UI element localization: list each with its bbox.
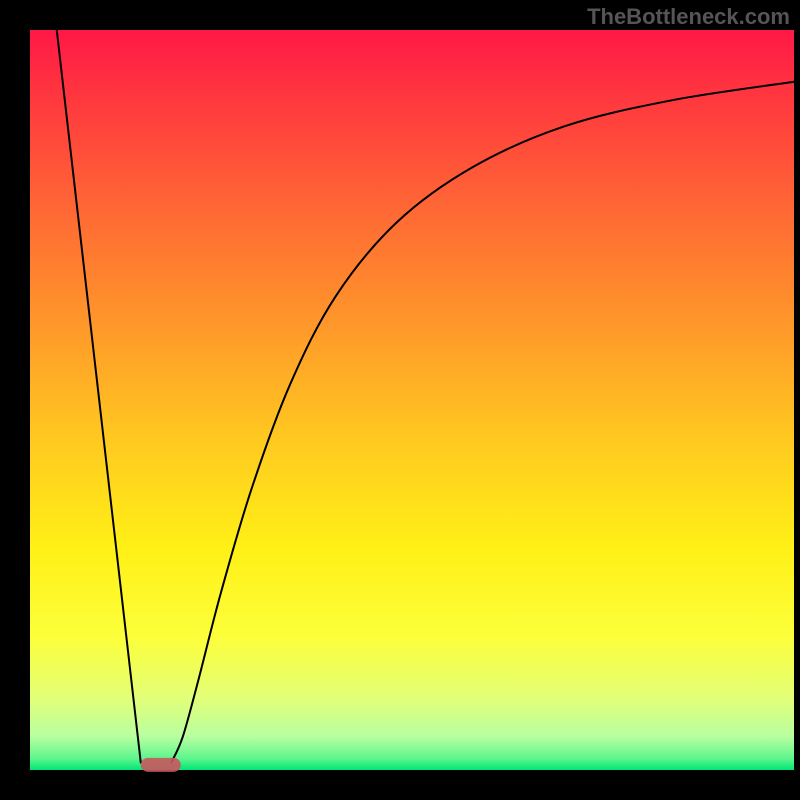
- vertex-marker: [141, 758, 181, 772]
- chart-background-gradient: [30, 30, 794, 770]
- watermark-text: TheBottleneck.com: [587, 4, 790, 30]
- chart-container: TheBottleneck.com: [0, 0, 800, 800]
- bottleneck-chart: [0, 0, 800, 800]
